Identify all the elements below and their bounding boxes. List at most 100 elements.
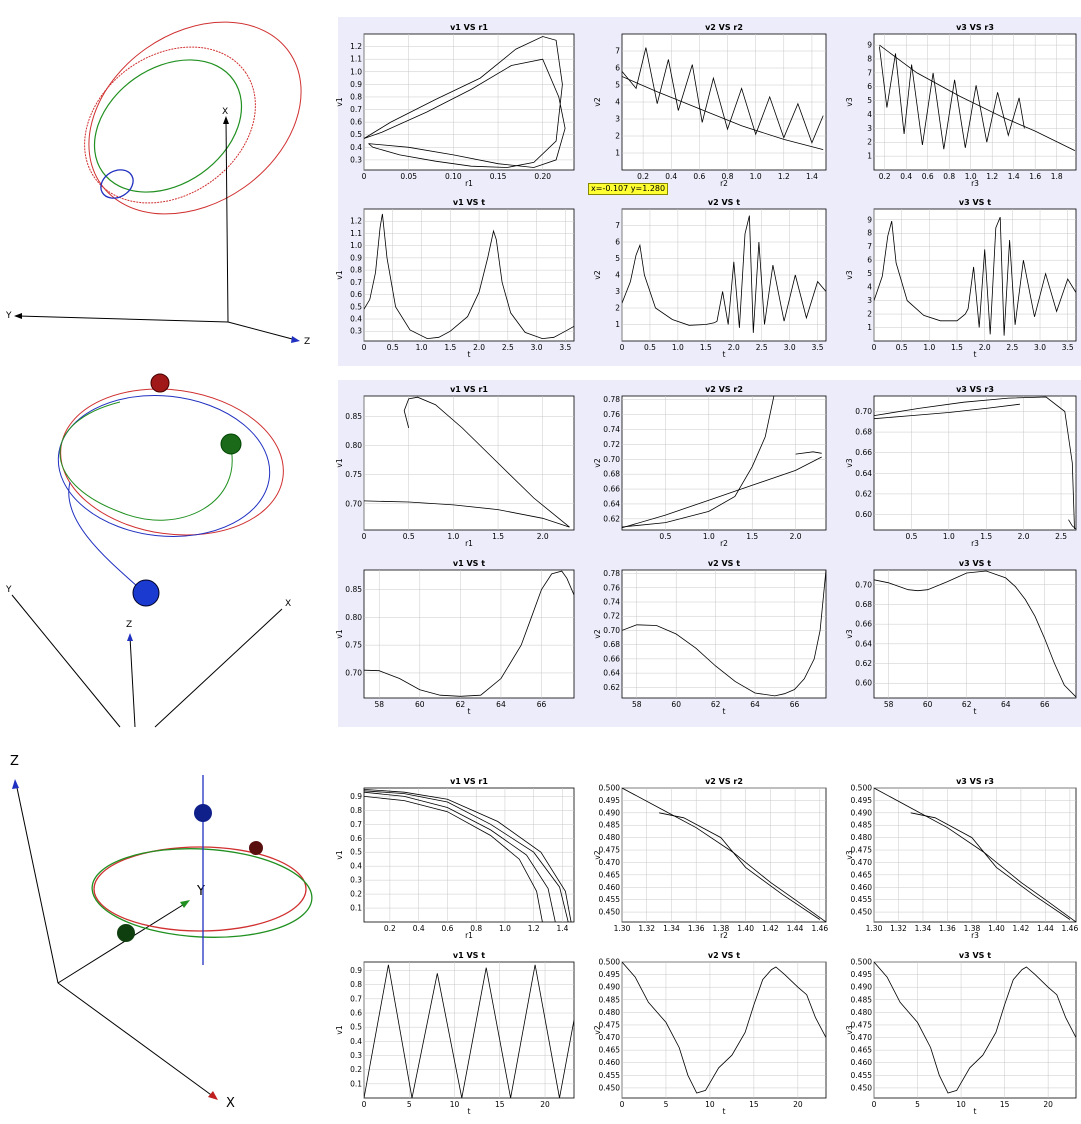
x-tick-label: 0 [362, 1100, 367, 1109]
chart-13[interactable]: v1 VS r1 0.1 0.2 0.3 0.4 0.5 0.6 0.7 0.8 0.9 0.2 0.… [334, 774, 604, 948]
green-body-sphere[interactable] [220, 433, 242, 455]
z-axis-label: Z [304, 337, 310, 347]
plot-area[interactable] [873, 569, 1077, 699]
x-axis-label: r2 [720, 931, 728, 940]
chart-14[interactable]: v2 VS r2 0.450 0.455 0.460 0.465 0.470 0.475 0.… [592, 774, 856, 948]
chart-5[interactable]: v2 VS t 1 2 3 4 5 6 7 0 0.5 1.0 1.5 2.0 2.5 3.0 3.5 t v2 [592, 195, 856, 367]
y-tick-label: 0.3 [350, 876, 362, 885]
x-tick-label: 1.42 [1013, 924, 1030, 933]
chart-18[interactable]: v3 VS t 0.450 0.455 0.460 0.465 0.470 0.475 0.4… [844, 948, 1081, 1124]
green-body-sphere[interactable] [117, 924, 135, 942]
y-tick-label: 0.460 [851, 883, 873, 892]
red-body-sphere[interactable] [249, 841, 263, 855]
y-tick-label: 0.66 [603, 485, 620, 494]
x-axis-label: t [723, 350, 726, 359]
y-tick-label: 5 [615, 81, 620, 90]
y-tick-label: 0.2 [350, 1065, 362, 1074]
y-tick-label: 0.495 [599, 796, 621, 805]
y-tick-label: 0.80 [345, 613, 362, 622]
plot-area[interactable] [363, 208, 575, 342]
x-tick-label: 1.38 [964, 924, 981, 933]
y-tick-label: 8 [867, 54, 872, 63]
x-tick-label: 1.44 [787, 924, 804, 933]
y-tick-label: 0.78 [603, 395, 620, 404]
scene-1-canvas[interactable]: X Y Z [0, 0, 330, 360]
y-axis-label: v2 [593, 1025, 602, 1034]
x-tick-label: 3.5 [559, 343, 571, 352]
chart-title: v3 VS r3 [956, 23, 994, 32]
y-axis-label: Y [5, 585, 12, 595]
chart-12[interactable]: v3 VS t 0.60 0.62 0.64 0.66 0.68 0.70 58 60 62 64 6… [844, 556, 1081, 724]
y-axis-label: v1 [335, 629, 344, 638]
z-axis-arrow-icon [291, 336, 300, 343]
scene-3d-view-2[interactable]: Y Z X [0, 362, 330, 732]
chart-17[interactable]: v2 VS t 0.450 0.455 0.460 0.465 0.470 0.475 0.4… [592, 948, 856, 1124]
y-tick-label: 3 [867, 296, 872, 305]
scene-3d-view-1[interactable]: X Y Z [0, 0, 330, 360]
series-line-2 [622, 456, 822, 529]
y-tick-label: 1 [867, 323, 872, 332]
y-tick-label: 0.490 [599, 808, 621, 817]
x-tick-label: 0.5 [905, 532, 917, 541]
scene-3d-view-3[interactable]: Z Y X [0, 745, 330, 1117]
chart-11[interactable]: v2 VS t 0.62 0.64 0.66 0.68 0.70 0.72 0.74 0.76 0… [592, 556, 856, 724]
scene-3-canvas[interactable]: Z Y X [0, 745, 330, 1117]
chart-8[interactable]: v2 VS r2 0.62 0.64 0.66 0.68 0.70 0.72 0.74 0.76… [592, 382, 856, 556]
red-body-sphere[interactable] [150, 373, 170, 393]
y-tick-label: 0.62 [855, 489, 872, 498]
plot-area[interactable] [873, 395, 1077, 531]
plot-area[interactable] [621, 961, 827, 1099]
chart-4[interactable]: v1 VS t 0.3 0.4 0.5 0.6 0.7 0.8 0.9 1.0 1.1 1.2 0 0.… [334, 195, 604, 367]
x-tick-label: 0.6 [922, 172, 934, 181]
y-tick-label: 0.62 [603, 514, 620, 523]
x-tick-label: 0.20 [534, 172, 551, 181]
y-tick-label: 6 [615, 238, 620, 247]
x-axis-line [57, 982, 215, 1098]
plot-area[interactable] [873, 208, 1077, 342]
plot-area[interactable] [873, 33, 1077, 171]
y-tick-label: 0.5 [350, 1023, 362, 1032]
plot-area[interactable] [621, 787, 827, 923]
y-tick-label: 0.4 [350, 143, 362, 152]
chart-15[interactable]: v3 VS r3 0.450 0.455 0.460 0.465 0.470 0.475 0.… [844, 774, 1081, 948]
y-axis-label: v1 [335, 1025, 344, 1034]
y-tick-label: 5 [615, 254, 620, 263]
y-axis-label: v2 [593, 270, 602, 279]
x-tick-label: 66 [537, 700, 547, 709]
plot-area[interactable] [873, 787, 1077, 923]
red-orbit [93, 846, 307, 932]
scene-2-canvas[interactable]: Y Z X [0, 362, 330, 732]
plot-area[interactable] [621, 395, 827, 531]
plot-area[interactable] [363, 395, 575, 531]
series-line-2 [364, 791, 556, 922]
y-tick-label: 0.75 [345, 641, 362, 650]
chart-3[interactable]: v3 VS r3 1 2 3 4 5 6 7 8 9 0.2 0.4 0.6 0.8 1.0 1.2 1.4 1.… [844, 20, 1081, 196]
plot-area[interactable] [363, 961, 575, 1099]
chart-16[interactable]: v1 VS t 0.1 0.2 0.3 0.4 0.5 0.6 0.7 0.8 0.9 0 5 10 15… [334, 948, 604, 1124]
plot-area[interactable] [363, 569, 575, 699]
y-axis-arrow-icon [14, 313, 22, 319]
chart-9[interactable]: v3 VS r3 0.60 0.62 0.64 0.66 0.68 0.70 0.5 1.0 1.… [844, 382, 1081, 556]
x-tick-label: 0 [872, 1100, 877, 1109]
chart-6[interactable]: v3 VS t 1 2 3 4 5 6 7 8 9 0 0.5 1.0 1.5 2.0 2.5 3.0 3.5 t v… [844, 195, 1081, 367]
y-tick-label: 0.6 [350, 290, 362, 299]
plot-area[interactable] [873, 961, 1077, 1099]
chart-7[interactable]: v1 VS r1 0.70 0.75 0.80 0.85 0 0.5 1.0 1.5 2.0 r1 v… [334, 382, 604, 556]
blue-body-sphere[interactable] [132, 579, 160, 607]
blue-body-sphere[interactable] [194, 804, 212, 822]
y-tick-label: 0.70 [345, 668, 362, 677]
y-tick-label: 0.460 [599, 883, 621, 892]
y-tick-label: 0.9 [350, 253, 362, 262]
chart-10[interactable]: v1 VS t 0.70 0.75 0.80 0.85 58 60 62 64 66 t v1 [334, 556, 604, 724]
y-tick-label: 0.62 [855, 659, 872, 668]
plot-area[interactable] [621, 569, 827, 699]
x-tick-label: 62 [962, 700, 972, 709]
chart-title: v2 VS t [708, 951, 740, 960]
chart-2[interactable]: v2 VS r2 1 2 3 4 5 6 7 0.2 0.4 0.6 0.8 1.0 1.2 1.4 r2 v2 [592, 20, 856, 196]
y-tick-label: 0.66 [855, 620, 872, 629]
series-line-2 [622, 76, 824, 150]
chart-1[interactable]: v1 VS r1 0.3 0.4 0.5 0.6 0.7 0.8 0.9 1.0 1.1 1.2 0 0… [334, 20, 604, 196]
red-orbit-inner [84, 46, 256, 204]
chart-title: v2 VS r2 [705, 23, 743, 32]
y-tick-label: 4 [867, 283, 872, 292]
